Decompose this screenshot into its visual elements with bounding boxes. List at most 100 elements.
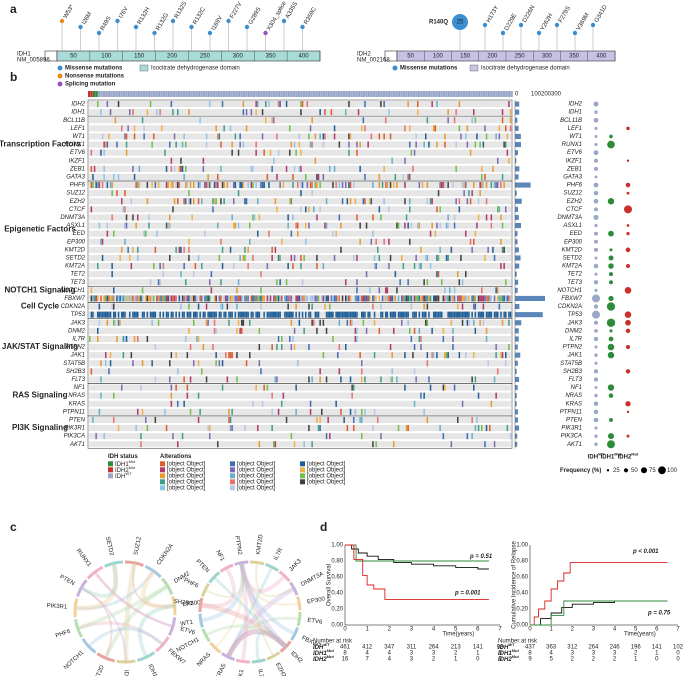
alteration xyxy=(492,246,494,253)
alteration xyxy=(423,392,425,399)
alteration xyxy=(298,165,301,172)
alteration xyxy=(281,238,283,245)
frequency-dot xyxy=(594,135,598,138)
alteration xyxy=(289,311,291,318)
alteration xyxy=(447,109,449,116)
alteration xyxy=(242,254,245,261)
legend-swatch xyxy=(160,461,165,467)
alteration xyxy=(325,433,328,440)
chord xyxy=(225,629,288,659)
risk-count: 363 xyxy=(546,645,557,651)
legend-swatch xyxy=(300,467,305,473)
alteration xyxy=(362,311,365,318)
alteration xyxy=(300,263,302,270)
alteration xyxy=(421,182,424,189)
status-cell xyxy=(260,91,263,97)
alteration xyxy=(95,295,97,302)
freq-bar xyxy=(515,271,517,277)
alteration xyxy=(399,311,401,318)
y-tick-label: 0.40 xyxy=(516,591,528,597)
alteration xyxy=(447,295,449,302)
status-cell xyxy=(255,91,258,97)
alteration xyxy=(231,214,233,221)
alteration xyxy=(271,392,273,399)
alteration xyxy=(378,327,381,334)
alteration xyxy=(345,311,347,318)
alteration xyxy=(207,319,209,326)
chord xyxy=(214,562,245,649)
chord-label: PHF6 xyxy=(183,578,200,590)
alteration xyxy=(273,295,275,302)
status-cell xyxy=(198,91,201,97)
alteration xyxy=(266,263,269,270)
alteration xyxy=(417,222,419,229)
alteration xyxy=(260,182,262,189)
legend-text: IDH2Mut xyxy=(115,465,136,474)
legend-swatch xyxy=(108,461,113,467)
alteration xyxy=(319,133,321,140)
status-cell xyxy=(335,91,338,97)
lollipop-head xyxy=(536,30,542,36)
alteration xyxy=(133,173,136,180)
alteration xyxy=(252,400,254,407)
position-tick: 300 xyxy=(542,54,553,60)
risk-count: 3 xyxy=(410,651,414,657)
alteration xyxy=(437,254,440,261)
alteration xyxy=(380,433,382,440)
alteration xyxy=(117,425,120,432)
alteration xyxy=(389,182,392,189)
alteration xyxy=(173,165,176,172)
alteration xyxy=(391,311,393,318)
alteration xyxy=(391,295,393,302)
position-tick: 200 xyxy=(487,54,498,60)
alteration xyxy=(407,222,409,229)
risk-count: 0 xyxy=(498,657,502,663)
alteration xyxy=(433,125,435,132)
alteration xyxy=(105,295,107,302)
alteration xyxy=(247,311,249,318)
risk-group: IDH2Mut xyxy=(498,654,519,663)
legend-swatch xyxy=(108,467,113,473)
risk-group-sup: WT xyxy=(508,642,515,647)
alteration xyxy=(322,141,325,148)
chord-label: DNMT3A xyxy=(300,571,325,588)
sector xyxy=(290,626,299,641)
freq-bar xyxy=(515,198,522,204)
alteration xyxy=(313,319,315,326)
alteration xyxy=(500,182,502,189)
alteration xyxy=(405,214,408,221)
alteration xyxy=(349,182,352,189)
gene-label-right: NRAS xyxy=(565,393,582,399)
mutation-label: I169V xyxy=(211,15,224,32)
chord xyxy=(103,584,169,659)
alteration xyxy=(319,109,321,116)
frequency-dot xyxy=(609,248,613,252)
status-cell xyxy=(283,91,286,97)
status-cell xyxy=(405,91,408,97)
alteration xyxy=(509,311,512,318)
status-cell xyxy=(468,91,471,97)
alteration xyxy=(260,271,262,278)
alteration xyxy=(369,295,371,302)
gene-label-right: AKT1 xyxy=(566,442,582,448)
alteration xyxy=(133,295,136,302)
alteration xyxy=(141,117,144,124)
risk-count: 196 xyxy=(631,645,642,651)
risk-count: 264 xyxy=(429,645,440,651)
alteration xyxy=(329,433,331,440)
alteration xyxy=(125,335,128,342)
alteration xyxy=(415,254,417,261)
alteration xyxy=(436,222,438,229)
freq-bar xyxy=(515,425,520,431)
alteration xyxy=(185,165,187,172)
alteration xyxy=(277,335,280,342)
status-cell xyxy=(230,91,233,97)
alteration xyxy=(295,384,297,391)
alteration xyxy=(484,173,486,180)
alteration xyxy=(380,101,382,108)
alteration xyxy=(468,311,470,318)
alteration xyxy=(189,408,192,415)
alteration xyxy=(372,214,374,221)
alteration xyxy=(276,344,278,351)
alteration xyxy=(202,157,205,164)
